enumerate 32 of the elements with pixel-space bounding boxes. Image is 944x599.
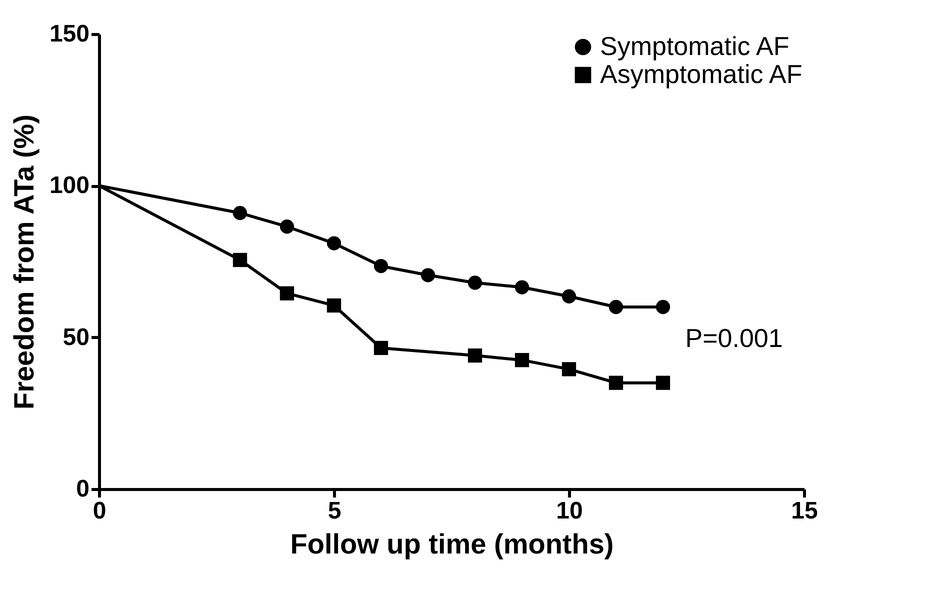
legend-label: Symptomatic AF [600,31,790,61]
y-axis-title: Freedom from ATa (%) [8,114,40,410]
point [514,353,530,368]
point [280,220,294,234]
point [280,286,294,300]
point [326,298,342,313]
point [468,276,482,290]
point [514,280,530,294]
point [562,289,576,304]
point [374,258,388,274]
point [562,362,576,376]
x-tick-label: 15 [791,498,818,524]
point [608,376,624,390]
point [656,376,670,390]
point [420,268,436,282]
x-axis-title: Follow up time (months) [290,528,614,560]
y-tick-label: 100 [49,172,90,200]
point [232,206,248,220]
annotation: P=0.001 [685,322,783,353]
point [656,300,670,314]
point [468,348,482,363]
x-tick-label: 0 [92,498,106,524]
y-tick-label: 0 [76,476,90,502]
y-tick-label: 50 [62,324,90,351]
x-tick-label: 10 [556,498,583,524]
x-tick-label: 5 [328,498,342,524]
point [232,252,248,268]
point [326,236,342,250]
point [608,300,624,314]
y-tick-label: 150 [49,20,90,48]
point [374,340,388,356]
legend-label: Asymptomatic AF [600,59,802,89]
